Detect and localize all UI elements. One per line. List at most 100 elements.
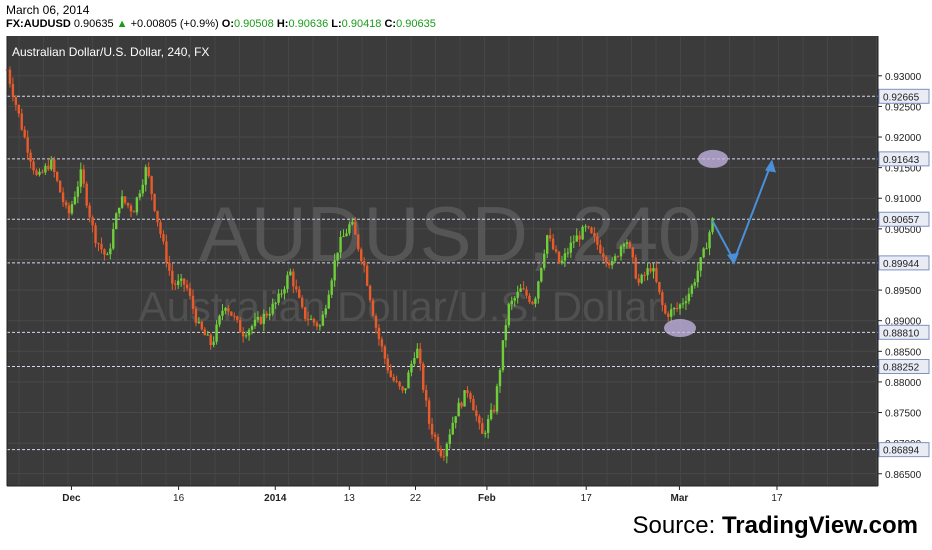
candle-body — [478, 416, 481, 424]
candle-body — [454, 416, 457, 423]
candle-body — [171, 270, 174, 284]
x-tick-label: Feb — [478, 493, 496, 504]
high-label: H: — [276, 18, 289, 30]
candle-body — [546, 235, 549, 254]
candle-body — [634, 257, 637, 279]
candle-body — [159, 222, 162, 235]
candle-body — [47, 165, 50, 170]
candle-body — [392, 376, 395, 381]
candle-body — [484, 432, 487, 434]
forecast-arrow-head-up — [765, 159, 776, 173]
candle-body — [543, 253, 546, 269]
candle-body — [132, 211, 136, 213]
last-price: 0.90635 — [73, 18, 114, 30]
candle-body — [162, 234, 165, 242]
candle-body — [218, 315, 221, 325]
level-tag — [878, 442, 930, 458]
candle-body — [469, 393, 472, 400]
support-ellipse — [664, 319, 696, 338]
candle-body — [362, 261, 366, 266]
candle-body — [584, 226, 587, 228]
candle-body — [250, 326, 254, 330]
candle-body — [303, 307, 307, 319]
y-tick-label: 0.86500 — [885, 470, 922, 481]
candle-body — [277, 293, 280, 303]
level-tag — [878, 358, 930, 374]
candle-body — [58, 180, 62, 193]
candle-body — [11, 83, 15, 98]
candle-body — [705, 248, 708, 250]
candle-body — [44, 165, 47, 173]
candle-body — [383, 346, 387, 359]
candle-body — [581, 226, 584, 240]
source-credit: Source: TradingView.com — [633, 512, 918, 540]
x-tick-label: 13 — [344, 493, 356, 504]
candle-body — [605, 256, 608, 263]
candle-body — [188, 288, 192, 296]
candle-body — [557, 251, 561, 264]
x-tick-label: 22 — [410, 493, 422, 504]
candle-body — [230, 311, 233, 316]
candle-body — [315, 322, 319, 327]
price-axis[interactable]: 0.93000 0.92500 0.92000 0.91500 0.91000 0.905… — [878, 72, 930, 481]
candle-body — [569, 242, 573, 253]
candle-body — [94, 225, 97, 244]
candle-body — [690, 285, 694, 294]
candle-body — [681, 303, 685, 305]
candle-body — [247, 329, 251, 336]
candle-body — [141, 184, 144, 194]
candle-body — [182, 278, 186, 285]
candle-body — [374, 315, 378, 328]
candle-body — [442, 456, 446, 458]
candle-body — [457, 402, 460, 417]
candle-body — [551, 238, 555, 250]
candle-body — [424, 389, 428, 401]
candle-body — [26, 137, 29, 153]
candle-body — [194, 308, 198, 323]
candle-body — [510, 300, 513, 305]
candle-body — [70, 204, 74, 214]
candle-body — [126, 202, 130, 206]
candle-body — [652, 268, 655, 272]
candle-body — [135, 197, 139, 213]
level-tag — [878, 151, 930, 167]
candle-body — [625, 242, 629, 244]
candle-body — [448, 434, 451, 444]
candle-body — [416, 348, 419, 359]
candle-body — [241, 332, 245, 337]
candle-body — [64, 202, 68, 206]
candle-body — [129, 205, 133, 212]
candle-body — [649, 268, 652, 272]
candle-body — [115, 213, 118, 230]
candle-body — [354, 222, 357, 235]
watermark-name: Australian Dollar/U.S. Dollar — [139, 283, 662, 330]
source-name: TradingView.com — [721, 512, 918, 539]
candle-body — [472, 399, 475, 411]
candle-body — [563, 253, 567, 261]
x-tick-label: 16 — [173, 493, 185, 504]
price-chart[interactable]: AUDUSD, 240 Australian Dollar/U.S. Dolla… — [0, 36, 932, 506]
candle-body — [289, 271, 292, 276]
chart-date: March 06, 2014 — [6, 3, 90, 17]
time-axis[interactable]: Dec 16 2014 13 22 Feb 17 Mar 17 — [62, 486, 783, 504]
candle-body — [371, 300, 375, 316]
candle-body — [587, 226, 590, 228]
candle-body — [675, 307, 679, 309]
candle-body — [433, 434, 437, 437]
candle-body — [274, 302, 277, 304]
candle-body — [516, 291, 519, 299]
low-label: L: — [331, 18, 342, 30]
y-tick-label: 0.92000 — [885, 133, 922, 144]
candle-body — [410, 363, 413, 373]
candle-body — [256, 316, 260, 320]
candle-body — [306, 318, 310, 320]
watermark: AUDUSD, 240 Australian Dollar/U.S. Dolla… — [139, 190, 702, 330]
x-tick-label: 17 — [771, 493, 783, 504]
candle-body — [138, 193, 142, 198]
candle-body — [265, 313, 268, 316]
candle-body — [109, 248, 112, 255]
candle-body — [224, 308, 227, 311]
candle-body — [377, 327, 381, 340]
candle-body — [507, 304, 511, 326]
candle-body — [540, 268, 543, 282]
